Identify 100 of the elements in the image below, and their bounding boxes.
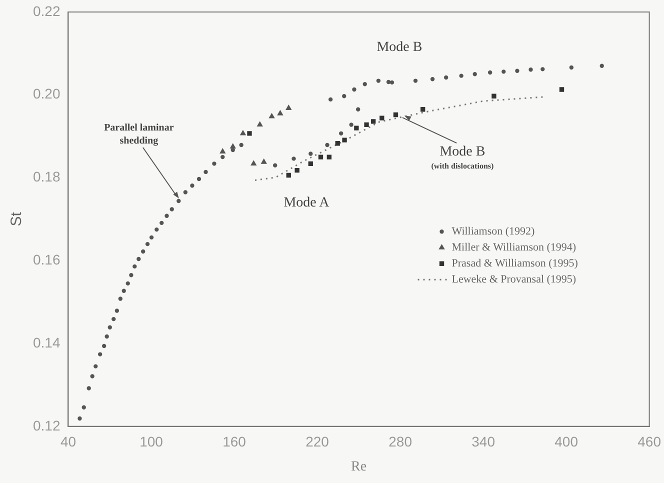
point xyxy=(362,82,367,86)
point xyxy=(308,161,313,166)
point xyxy=(257,122,263,127)
point xyxy=(444,75,448,80)
x-tick-label: 280 xyxy=(388,434,412,450)
point xyxy=(145,242,150,246)
legend-label: Miller & Williamson (1994) xyxy=(452,242,576,254)
point xyxy=(261,158,267,164)
point xyxy=(239,142,244,148)
x-tick-label: 400 xyxy=(554,434,578,450)
point xyxy=(204,170,208,174)
point xyxy=(132,264,137,269)
y-tick-label: 0.16 xyxy=(33,252,60,268)
annotation: Parallel laminar shedding xyxy=(104,122,174,147)
point xyxy=(600,64,604,68)
point xyxy=(170,207,174,212)
point xyxy=(376,78,381,83)
point xyxy=(90,374,94,378)
point xyxy=(136,256,141,262)
point xyxy=(82,405,86,410)
point xyxy=(459,74,464,78)
point xyxy=(164,214,169,218)
point xyxy=(308,152,313,156)
point xyxy=(114,308,120,313)
point xyxy=(129,273,134,278)
point xyxy=(338,131,344,136)
annotation: Mode B xyxy=(440,144,486,160)
point xyxy=(240,130,246,136)
point xyxy=(78,416,82,421)
point xyxy=(220,154,225,160)
legend-label: Prasad & Williamson (1995) xyxy=(452,258,578,270)
x-tick-label: 160 xyxy=(222,434,246,450)
line-series xyxy=(254,96,545,181)
point xyxy=(154,227,159,232)
point xyxy=(430,77,435,82)
point xyxy=(294,168,300,173)
point xyxy=(326,154,332,160)
point xyxy=(86,386,91,390)
point xyxy=(492,94,496,98)
point xyxy=(335,141,340,146)
legend-label: Leweke & Provansal (1995) xyxy=(452,274,576,286)
point xyxy=(102,344,106,348)
point xyxy=(390,80,394,85)
point xyxy=(160,220,164,226)
point xyxy=(325,142,330,148)
point xyxy=(569,65,574,70)
point xyxy=(393,112,398,118)
point xyxy=(528,68,533,72)
point xyxy=(540,67,545,72)
point xyxy=(190,184,194,188)
point xyxy=(328,97,333,102)
point xyxy=(370,119,376,124)
annotation: Mode B xyxy=(376,40,422,55)
x-tick-label: 220 xyxy=(306,434,330,450)
point xyxy=(286,172,291,178)
point xyxy=(488,70,492,75)
y-tick-label: 0.22 xyxy=(33,2,60,19)
point xyxy=(386,80,391,84)
point xyxy=(342,138,347,142)
point xyxy=(286,105,292,110)
y-axis-title: St xyxy=(8,211,26,226)
point xyxy=(349,122,354,127)
point xyxy=(356,107,360,112)
y-tick-label: 0.14 xyxy=(33,334,60,350)
point xyxy=(140,249,146,254)
point xyxy=(98,352,102,356)
point xyxy=(230,144,236,148)
point xyxy=(122,288,126,293)
x-tick-label: 40 xyxy=(60,434,76,450)
annotation: (with dislocations) xyxy=(431,162,494,171)
legend-label: Williamson (1992) xyxy=(452,226,536,238)
point xyxy=(250,160,256,166)
point xyxy=(176,198,181,204)
point xyxy=(272,163,278,168)
y-tick-label: 0.18 xyxy=(33,168,60,185)
point xyxy=(342,94,346,98)
point xyxy=(502,70,506,74)
point xyxy=(515,68,520,73)
point xyxy=(94,364,98,368)
point xyxy=(472,72,477,76)
point xyxy=(108,325,112,330)
point xyxy=(420,107,426,112)
point xyxy=(126,281,130,286)
point xyxy=(247,131,252,136)
y-tick-label: 0.20 xyxy=(33,86,60,102)
point xyxy=(269,113,275,118)
annotation: Mode A xyxy=(284,195,330,210)
x-tick-label: 460 xyxy=(638,434,662,450)
point xyxy=(413,78,418,83)
point xyxy=(352,87,356,92)
point xyxy=(559,87,564,92)
point xyxy=(318,154,324,160)
point xyxy=(220,148,226,154)
point xyxy=(380,116,384,120)
point xyxy=(364,122,369,128)
y-tick-label: 0.12 xyxy=(33,417,60,434)
x-axis-title: Re xyxy=(351,459,367,474)
point xyxy=(212,162,216,166)
point xyxy=(149,235,154,240)
point xyxy=(277,110,283,116)
